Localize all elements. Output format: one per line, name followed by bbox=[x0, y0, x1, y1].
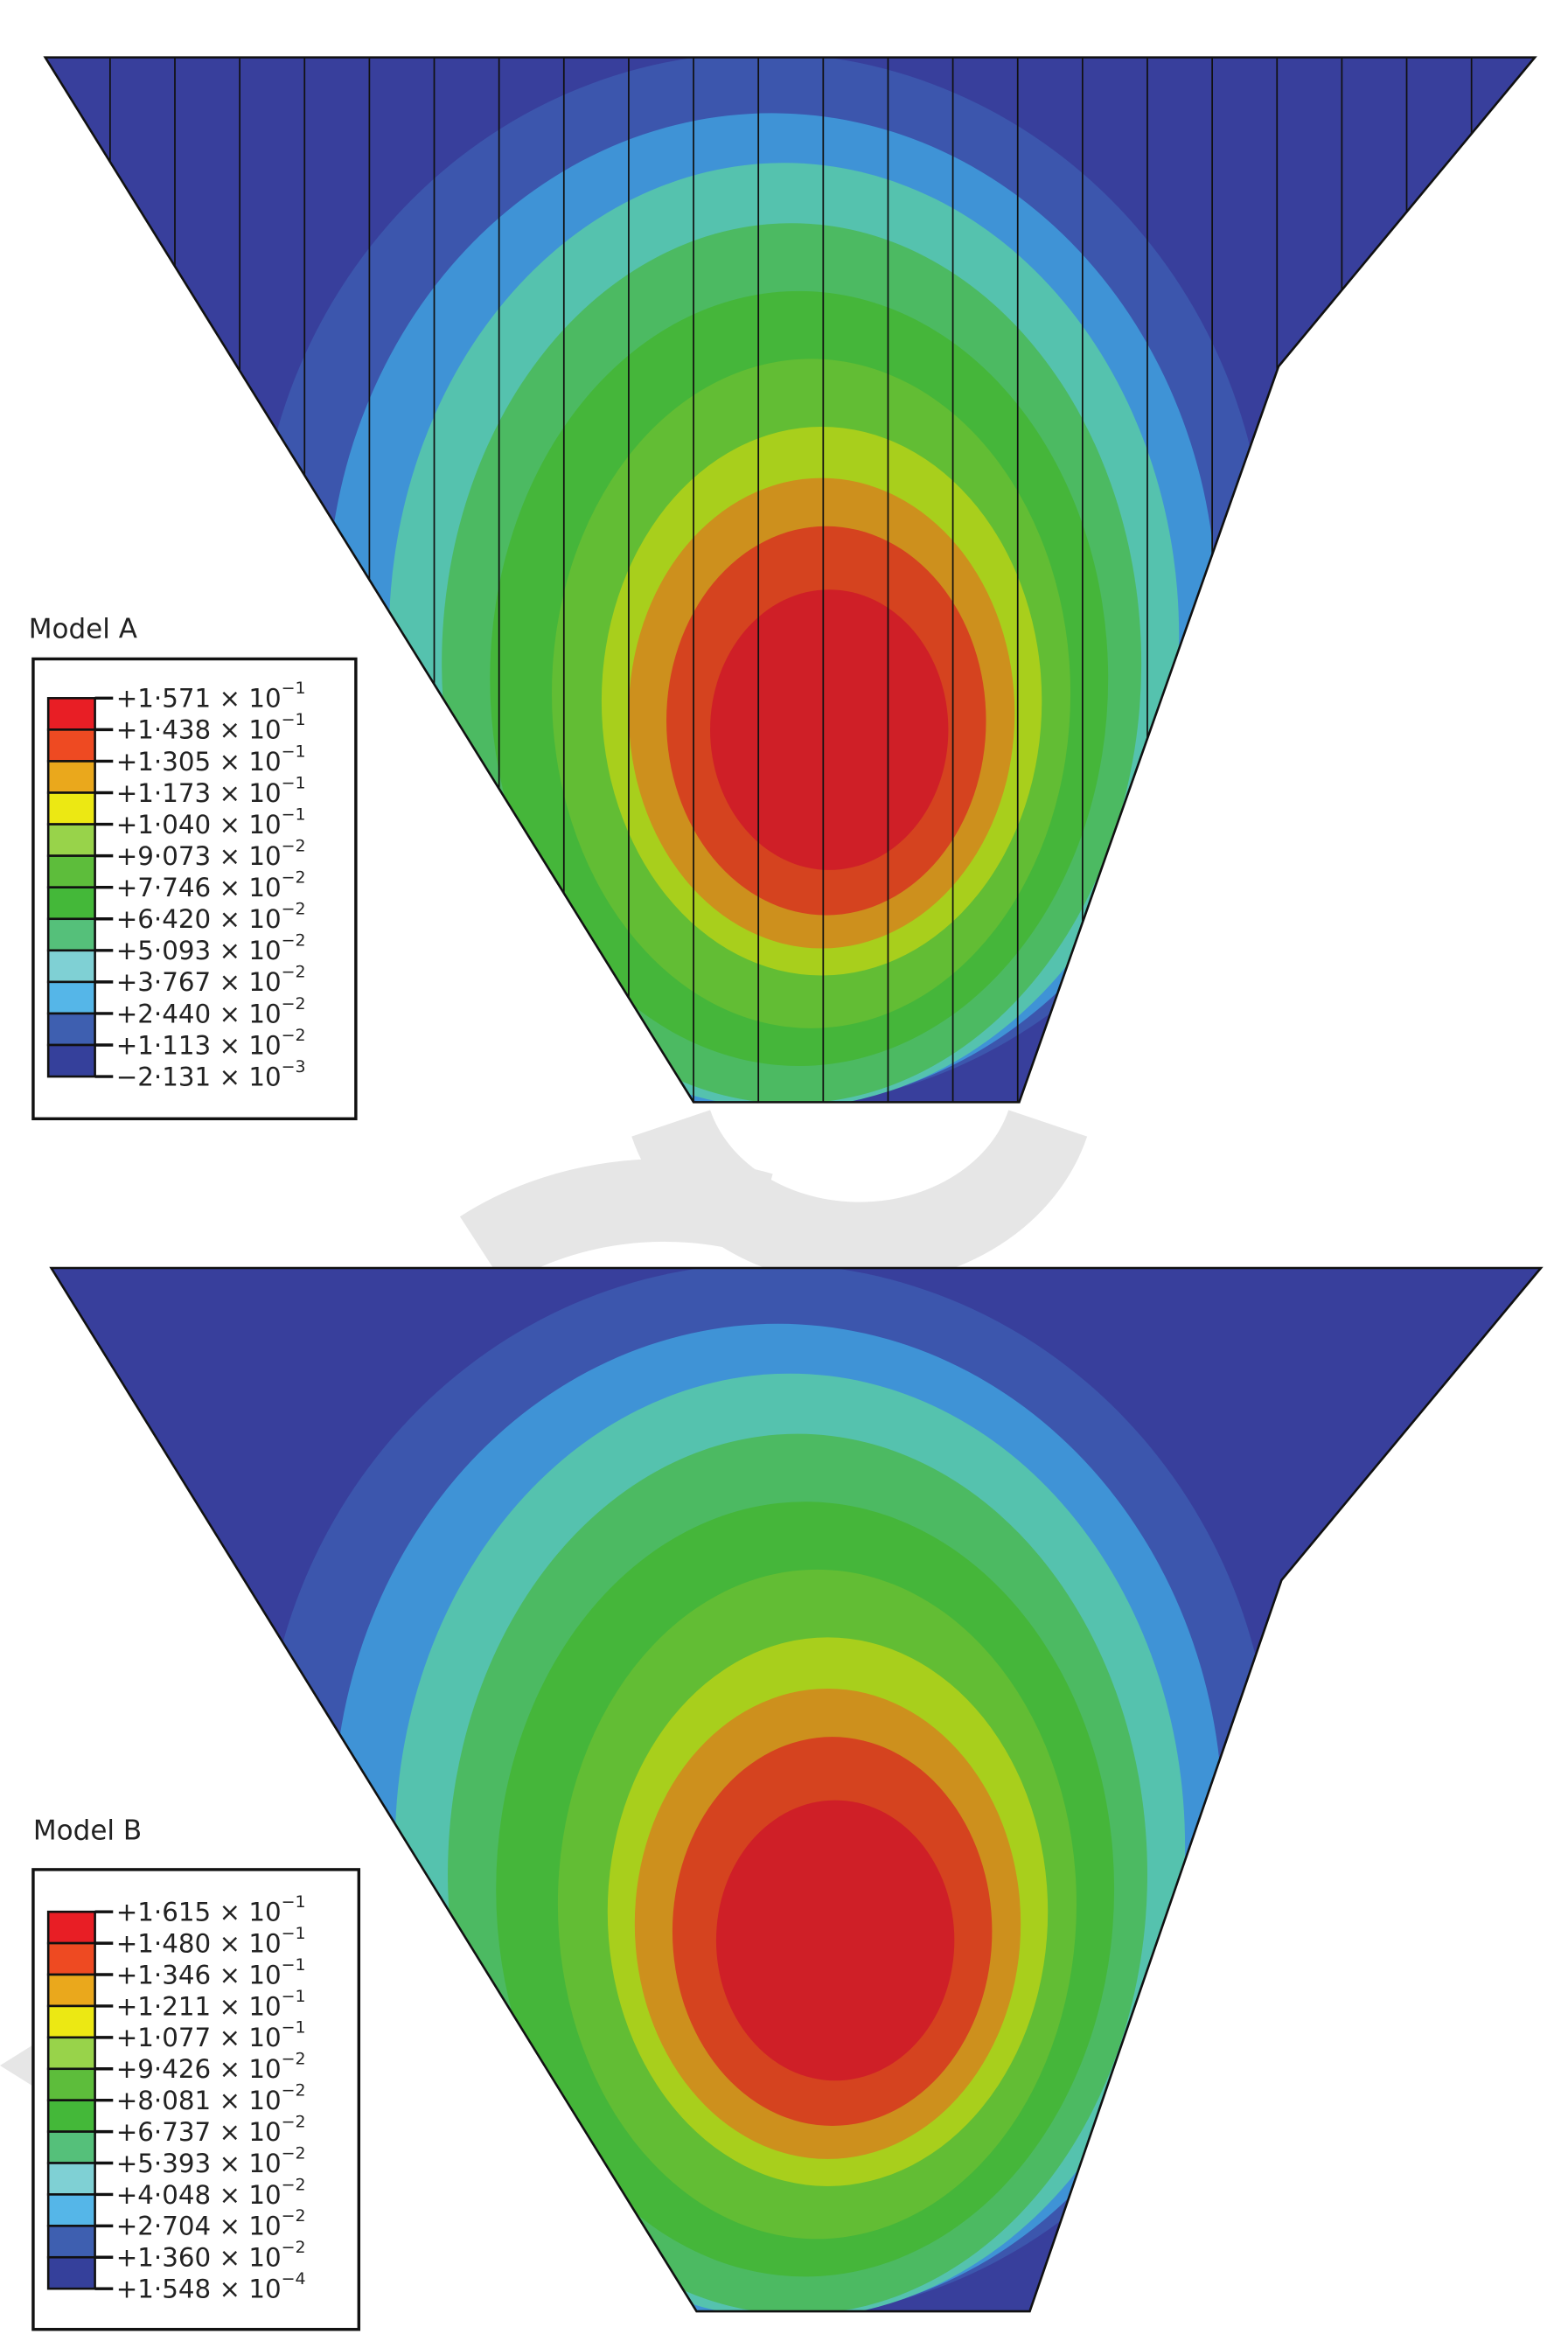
watermark-arc-lower bbox=[459, 1159, 773, 1287]
legend-color-swatch bbox=[46, 2225, 96, 2259]
model-a-title: Model A bbox=[29, 613, 137, 644]
legend-color-swatch bbox=[46, 949, 96, 984]
legend-label: +1·211 × 10−1 bbox=[116, 1987, 306, 2022]
legend-color-swatch bbox=[46, 917, 96, 952]
legend-label: +6·737 × 10−2 bbox=[116, 2112, 306, 2147]
legend-label: +6·420 × 10−2 bbox=[116, 900, 306, 935]
legend-label: +2·704 × 10−2 bbox=[116, 2206, 306, 2241]
legend-label: +5·093 × 10−2 bbox=[116, 931, 306, 966]
contour-band bbox=[710, 589, 949, 870]
legend-color-swatch bbox=[46, 2036, 96, 2071]
legend-label: +1·113 × 10−2 bbox=[116, 1026, 306, 1061]
legend-label: −2·131 × 10−3 bbox=[116, 1057, 306, 1092]
legend-color-swatch bbox=[46, 1910, 96, 1945]
legend-label: +1·360 × 10−2 bbox=[116, 2238, 306, 2273]
legend-label: +1·346 × 10−1 bbox=[116, 1955, 306, 1990]
contour-band bbox=[715, 1800, 955, 2081]
legend-label: +1·571 × 10−1 bbox=[116, 679, 306, 714]
legend-label: +2·440 × 10−2 bbox=[116, 994, 306, 1029]
model-a-legend: +1·571 × 10−1+1·438 × 10−1+1·305 × 10−1+… bbox=[31, 657, 358, 1121]
legend-label: +1·077 × 10−1 bbox=[116, 2018, 306, 2053]
dam-outline bbox=[49, 1266, 1544, 2313]
legend-color-swatch bbox=[46, 728, 96, 763]
legend-color-swatch bbox=[46, 2067, 96, 2101]
legend-label: +4·048 × 10−2 bbox=[116, 2175, 306, 2210]
legend-label: +1·040 × 10−1 bbox=[116, 805, 306, 840]
legend-color-swatch bbox=[46, 697, 96, 731]
legend-color-swatch bbox=[46, 2130, 96, 2164]
model-b-title: Model B bbox=[33, 1815, 142, 1846]
legend-color-swatch bbox=[46, 1012, 96, 1047]
legend-color-swatch bbox=[46, 2193, 96, 2227]
legend-color-swatch bbox=[46, 1973, 96, 2008]
legend-color-swatch bbox=[46, 1043, 96, 1078]
legend-color-swatch bbox=[46, 1941, 96, 1976]
dam-outline bbox=[43, 56, 1537, 1104]
legend-label: +7·746 × 10−2 bbox=[116, 868, 306, 903]
legend-color-swatch bbox=[46, 980, 96, 1015]
legend-color-swatch bbox=[46, 2255, 96, 2290]
legend-label: +8·081 × 10−2 bbox=[116, 2081, 306, 2116]
legend-label: +5·393 × 10−2 bbox=[116, 2143, 306, 2178]
legend-color-swatch bbox=[46, 823, 96, 857]
legend-label: +9·426 × 10−2 bbox=[116, 2050, 306, 2085]
legend-color-swatch bbox=[46, 886, 96, 921]
legend-label: +1·173 × 10−1 bbox=[116, 773, 306, 808]
legend-color-swatch bbox=[46, 760, 96, 794]
legend-label: +3·767 × 10−2 bbox=[116, 963, 306, 998]
legend-color-swatch bbox=[46, 791, 96, 826]
legend-label: +1·548 × 10−4 bbox=[116, 2269, 306, 2304]
legend-label: +1·438 × 10−1 bbox=[116, 710, 306, 745]
legend-label: +9·073 × 10−2 bbox=[116, 836, 306, 871]
legend-color-swatch bbox=[46, 2162, 96, 2196]
legend-label: +1·480 × 10−1 bbox=[116, 1924, 306, 1959]
model-b-contour-plot bbox=[49, 1266, 1544, 2313]
legend-label: +1·615 × 10−1 bbox=[116, 1892, 306, 1927]
legend-label: +1·305 × 10−1 bbox=[116, 742, 306, 777]
legend-color-swatch bbox=[46, 2099, 96, 2133]
legend-color-swatch bbox=[46, 854, 96, 888]
model-b-legend: +1·615 × 10−1+1·480 × 10−1+1·346 × 10−1+… bbox=[31, 1868, 361, 2331]
legend-color-swatch bbox=[46, 2004, 96, 2039]
